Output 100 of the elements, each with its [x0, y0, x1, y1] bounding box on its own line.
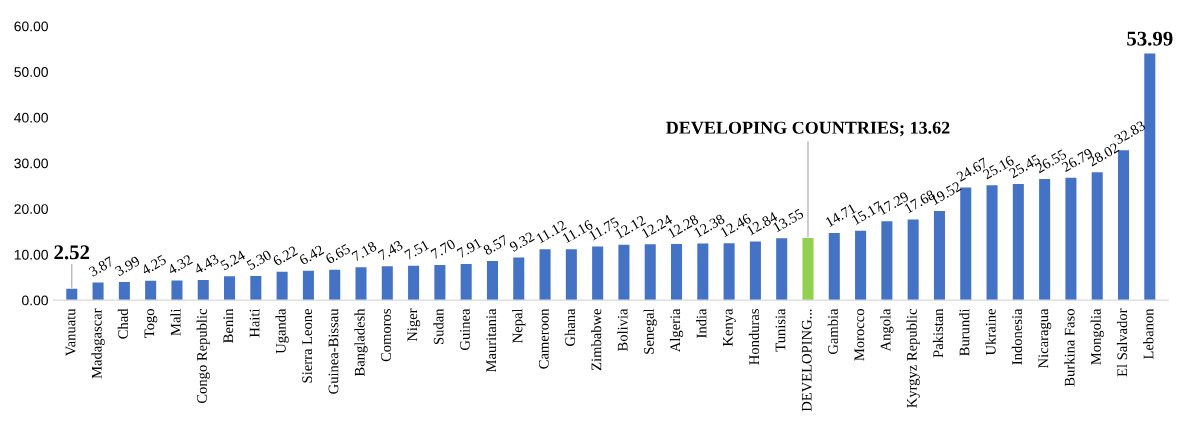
x-tick-label: Mali — [170, 308, 181, 336]
x-tick-label: Congo Republic — [196, 308, 210, 404]
x-tick-label: Togo — [144, 309, 158, 338]
data-label: 2.52 — [54, 245, 90, 260]
x-tick-label: Ukraine — [985, 308, 996, 356]
data-label: 5.30 — [246, 249, 273, 271]
data-label: 7.70 — [430, 238, 457, 260]
bar — [513, 257, 525, 301]
bar — [66, 288, 78, 301]
y-tick-label: 40.00 — [14, 112, 48, 123]
y-tick-label: 10.00 — [14, 249, 48, 260]
data-label: 53.99 — [1127, 31, 1173, 46]
x-tick-label: Kyrgyz Republic — [906, 308, 920, 408]
bar — [881, 221, 893, 301]
data-label: 8.57 — [482, 234, 509, 256]
x-tick-label: Nicaragua — [1038, 308, 1052, 368]
x-tick-label: Sierra Leone — [302, 308, 313, 383]
bar — [355, 267, 367, 301]
annotation: DEVELOPING COUNTRIES; 13.62 — [666, 121, 950, 137]
bar — [329, 269, 341, 301]
bar — [224, 276, 236, 301]
bar — [197, 279, 209, 301]
data-label: 6.65 — [324, 243, 351, 265]
x-tick-label: Zimbabwe — [591, 308, 602, 371]
y-tick-label: 50.00 — [14, 67, 48, 77]
bar — [802, 237, 814, 301]
bar — [907, 219, 919, 301]
x-tick-label: Benin — [223, 308, 234, 343]
bar — [671, 244, 683, 301]
x-tick-label: Algeria — [669, 308, 684, 353]
x-tick-label: Angola — [880, 308, 894, 352]
x-tick-label: Honduras — [748, 309, 760, 365]
data-label: 6.22 — [272, 245, 299, 267]
bar — [1039, 178, 1051, 301]
x-tick-label: DEVELOPING... — [801, 309, 812, 412]
x-tick-label: Morocco — [854, 309, 865, 361]
data-label: 7.43 — [377, 239, 404, 261]
bar — [933, 210, 945, 301]
bar — [145, 280, 157, 301]
data-label: 3.87 — [88, 256, 115, 277]
x-tick-label: India — [696, 308, 707, 338]
x-tick-label: Burkina Faso — [1064, 309, 1075, 387]
data-label: 6.42 — [298, 244, 325, 266]
x-tick-label: Uganda — [275, 308, 289, 354]
bar — [1144, 53, 1156, 301]
data-label: 5.24 — [219, 249, 247, 271]
x-tick-label: Guinea-Bissau — [328, 308, 339, 394]
bar — [618, 244, 630, 301]
y-tick-label: 20.00 — [14, 204, 48, 214]
x-tick-label: Ghana — [564, 308, 575, 346]
bar — [381, 266, 393, 301]
data-label: 7.18 — [351, 241, 378, 262]
x-tick-label: Cameroon — [538, 308, 549, 369]
bar — [592, 246, 604, 301]
data-label: 9.32 — [508, 231, 535, 253]
x-tick-label: Vanuatu — [65, 308, 76, 357]
x-tick-label: Madagascar — [91, 308, 105, 379]
x-tick-label: Bangladesh — [354, 308, 368, 377]
x-tick-label: Lebanon — [1143, 308, 1154, 360]
bar — [565, 249, 577, 301]
x-tick-label: Chad — [117, 308, 129, 339]
data-label: 7.51 — [404, 239, 430, 261]
x-tick-label: Pakistan — [932, 308, 944, 358]
data-label: 3.99 — [114, 255, 141, 277]
bar — [1065, 177, 1077, 301]
bar — [697, 243, 709, 301]
x-tick-label: Sudan — [433, 308, 444, 344]
y-tick-label: 60.00 — [14, 21, 48, 32]
x-tick-label: Bolivia — [617, 308, 628, 351]
data-label: 4.43 — [193, 253, 220, 275]
x-tick-label: Mauritania — [486, 308, 497, 373]
x-tick-label: Kenya — [723, 308, 736, 347]
x-tick-label: Guinea — [460, 308, 470, 350]
bar — [171, 280, 183, 301]
x-tick-label: Burundi — [959, 308, 970, 356]
bar — [486, 261, 498, 301]
bar — [855, 230, 867, 301]
bar — [749, 241, 761, 301]
bar — [776, 238, 788, 301]
bar — [644, 244, 656, 301]
bar — [460, 264, 472, 301]
bar — [723, 243, 735, 301]
bar — [1091, 172, 1103, 301]
x-tick-label: Niger — [407, 308, 421, 342]
bar — [960, 187, 972, 301]
x-tick-label: Haiti — [249, 308, 260, 338]
x-tick-label: Gambia — [827, 308, 838, 355]
bar — [986, 185, 998, 301]
x-tick-label: Mongolia — [1090, 308, 1104, 365]
x-tick-label: Tunisia — [775, 308, 786, 352]
x-tick-label: Nepal — [512, 308, 526, 343]
x-tick-label: El Salvador — [1116, 308, 1128, 377]
data-label: 7.91 — [456, 237, 483, 259]
bar — [250, 275, 262, 301]
data-label: 4.25 — [140, 254, 167, 276]
bar — [276, 271, 288, 301]
x-tick-label: Senegal — [643, 308, 657, 354]
bar — [302, 270, 314, 301]
x-tick-label: Comoros — [381, 309, 391, 362]
bar — [434, 264, 446, 301]
